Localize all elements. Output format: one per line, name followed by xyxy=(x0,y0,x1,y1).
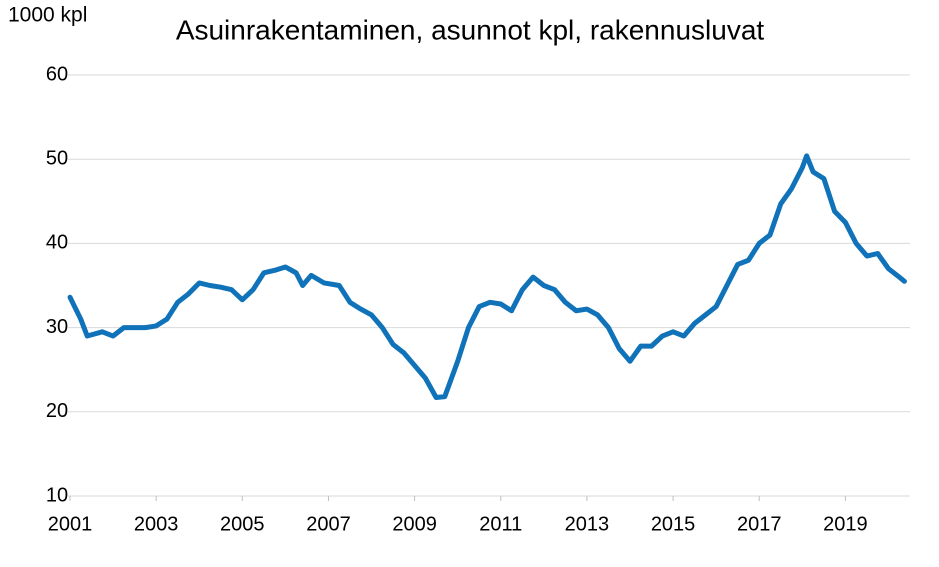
y-tick-label: 60 xyxy=(46,63,68,85)
x-tick-label: 2011 xyxy=(479,513,522,535)
y-tick-label: 50 xyxy=(46,147,68,169)
x-tick-label: 2013 xyxy=(565,513,610,535)
x-tick-label: 2009 xyxy=(392,513,437,535)
x-tick-label: 2001 xyxy=(48,513,93,535)
x-tick-label: 2015 xyxy=(651,513,696,535)
y-axis-label: 1000 kpl xyxy=(8,4,87,27)
y-tick-label: 30 xyxy=(46,316,68,338)
x-tick-label: 2003 xyxy=(134,513,179,535)
x-tick-label: 2017 xyxy=(737,513,782,535)
chart-title: Asuinrakentaminen, asunnot kpl, rakennus… xyxy=(176,14,765,45)
x-tick-label: 2007 xyxy=(306,513,351,535)
y-tick-label: 20 xyxy=(46,400,68,422)
data-line xyxy=(67,153,907,400)
x-tick-label: 2005 xyxy=(220,513,265,535)
y-tick-label: 10 xyxy=(46,484,68,506)
x-tick-label: 2019 xyxy=(823,513,868,535)
y-tick-label: 40 xyxy=(46,232,68,254)
